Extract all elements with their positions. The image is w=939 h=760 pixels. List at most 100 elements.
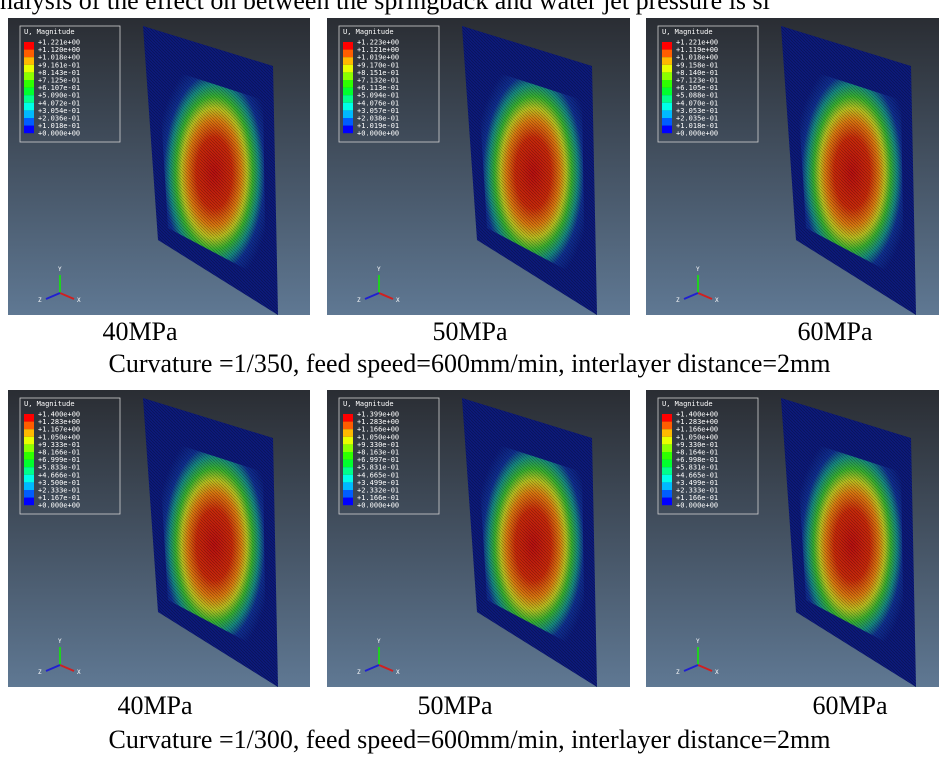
legend-value: +9.170e-01: [357, 61, 399, 69]
legend-swatch: [343, 80, 353, 88]
pressure-label: 60MPa: [797, 317, 873, 346]
mesh: [143, 26, 278, 315]
mesh: [781, 398, 916, 687]
legend-value: +2.333e-01: [38, 487, 80, 495]
legend-value: +1.050e+00: [357, 433, 399, 441]
legend-swatch: [24, 87, 34, 96]
axis-z: [45, 664, 61, 672]
axis-z: [683, 292, 699, 300]
legend-value: +7.132e-01: [357, 77, 399, 85]
legend-swatch: [662, 452, 672, 460]
legend-value: +6.999e-01: [38, 456, 80, 464]
axis-x: [697, 664, 713, 672]
legend-swatch: [662, 436, 672, 445]
legend-title: U, Magnitude: [662, 400, 713, 408]
legend-swatch: [24, 80, 34, 88]
legend-swatch: [662, 482, 672, 490]
legend-swatch: [24, 482, 34, 490]
legend-value: +8.151e-01: [357, 69, 399, 77]
axis-x: [697, 292, 713, 300]
legend-value: +9.333e-01: [38, 441, 80, 449]
legend-swatch: [662, 49, 672, 58]
legend-swatch: [343, 414, 353, 422]
fea-panel: U, Magnitude +1.223e+00+1.121e+00+1.019e+…: [327, 18, 630, 315]
legend-swatch: [24, 118, 34, 126]
axis-label: X: [77, 297, 81, 304]
legend-swatch: [343, 64, 353, 73]
legend-swatch: [24, 467, 34, 475]
legend-value: +0.000e+00: [38, 130, 80, 138]
legend-swatch: [24, 64, 34, 73]
legend-title: U, Magnitude: [343, 28, 394, 36]
legend-swatch: [24, 459, 34, 468]
legend-value: +1.166e-01: [357, 494, 399, 502]
legend-title: U, Magnitude: [343, 400, 394, 408]
axis-z: [683, 664, 699, 672]
legend-value: +1.283e+00: [357, 418, 399, 426]
legend-value: +1.167e+00: [38, 426, 80, 434]
legend-value: +1.019e-01: [357, 122, 399, 130]
legend-swatch: [24, 102, 34, 111]
legend-value: +5.094e-01: [357, 92, 399, 100]
mesh: [143, 398, 278, 687]
legend-value: +0.000e+00: [676, 502, 718, 510]
legend-value: +1.018e-01: [676, 122, 718, 130]
legend-swatch: [662, 80, 672, 88]
legend-value: +2.035e-01: [676, 115, 718, 123]
legend-swatch: [24, 72, 34, 80]
legend-swatch: [662, 72, 672, 80]
axis-label: Z: [38, 669, 42, 676]
mesh: [462, 26, 597, 315]
legend-value: +0.000e+00: [676, 130, 718, 138]
pressure-label: 40MPa: [102, 317, 178, 346]
legend-swatch: [662, 467, 672, 475]
legend-swatch: [662, 57, 672, 65]
axis-x: [378, 664, 394, 672]
legend-value: +1.221e+00: [676, 39, 718, 47]
legend-swatch: [662, 459, 672, 468]
legend-value: +1.121e+00: [357, 46, 399, 54]
legend-swatch: [24, 429, 34, 437]
mesh: [781, 26, 916, 315]
legend-value: +6.998e-01: [676, 456, 718, 464]
axis-label: X: [396, 297, 400, 304]
axis-label: X: [715, 297, 719, 304]
legend-swatch: [24, 452, 34, 460]
legend-swatch: [662, 87, 672, 96]
legend-swatch: [662, 444, 672, 452]
legend-swatch: [343, 474, 353, 483]
axis-x: [378, 292, 394, 300]
legend-value: +4.665e-01: [676, 471, 718, 479]
legend-value: +1.166e+00: [357, 426, 399, 434]
legend-value: +1.221e+00: [38, 39, 80, 47]
legend-swatch: [343, 482, 353, 490]
axis-label: X: [77, 669, 81, 676]
legend-box: [338, 397, 440, 515]
legend-value: +3.499e-01: [676, 479, 718, 487]
legend-value: +6.107e-01: [38, 84, 80, 92]
legend-value: +6.105e-01: [676, 84, 718, 92]
axis-label: Y: [377, 638, 381, 645]
caption: Curvature =1/300, feed speed=600mm/min, …: [108, 725, 831, 754]
legend-box: [338, 25, 440, 143]
legend-swatch: [24, 474, 34, 483]
axis-label: X: [715, 669, 719, 676]
axis-label: Y: [58, 638, 62, 645]
legend-value: +1.120e+00: [38, 46, 80, 54]
legend-swatch: [343, 110, 353, 118]
legend-swatch: [343, 42, 353, 50]
legend-value: +2.036e-01: [38, 115, 80, 123]
legend-swatch: [343, 49, 353, 58]
legend-value: +5.833e-01: [38, 464, 80, 472]
legend-swatch: [343, 459, 353, 468]
axis-label: Y: [696, 266, 700, 273]
fea-panel: U, Magnitude +1.400e+00+1.283e+00+1.167e+…: [8, 390, 310, 687]
legend-value: +8.140e-01: [676, 69, 718, 77]
legend-swatch: [24, 49, 34, 58]
fea-panel: U, Magnitude +1.221e+00+1.119e+00+1.018e+…: [646, 18, 939, 315]
legend-swatch: [343, 57, 353, 65]
axis-label: Y: [58, 266, 62, 273]
legend-swatch: [343, 102, 353, 111]
legend-value: +3.057e-01: [357, 107, 399, 115]
